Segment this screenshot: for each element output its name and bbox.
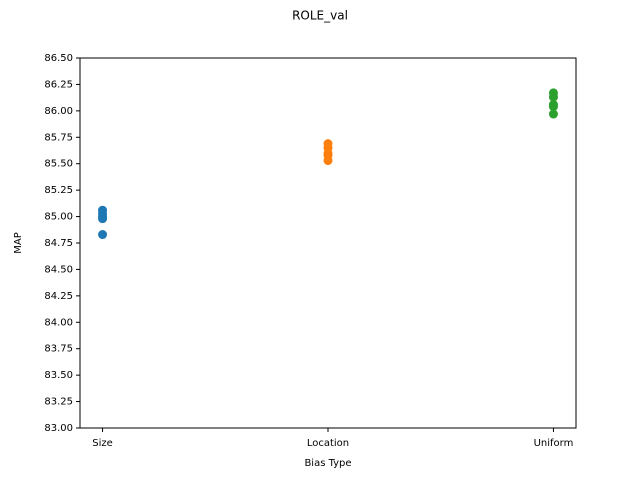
x-axis-label: Bias Type — [304, 458, 351, 469]
point — [98, 230, 108, 240]
y-tick-label: 86.00 — [44, 106, 73, 117]
y-tick-label: 85.50 — [44, 159, 73, 170]
y-tick-label: 84.00 — [44, 317, 73, 328]
y-tick-label: 85.25 — [44, 185, 73, 196]
x-tick-label: Location — [307, 438, 349, 449]
y-tick-label: 85.00 — [44, 212, 73, 223]
y-tick-label: 83.75 — [44, 344, 73, 355]
y-axis-label: MAP — [13, 232, 24, 254]
axes-frame — [79, 57, 577, 429]
point — [323, 156, 333, 166]
y-tick-label: 86.50 — [44, 53, 73, 64]
y-tick-label: 84.50 — [44, 264, 73, 275]
y-tick-label: 85.75 — [44, 132, 73, 143]
y-tick-label: 83.25 — [44, 397, 73, 408]
y-tick-label: 86.25 — [44, 79, 73, 90]
point — [548, 92, 558, 102]
point — [548, 109, 558, 119]
point — [98, 214, 108, 224]
chart-title: ROLE_val — [292, 9, 348, 23]
y-tick-label: 84.75 — [44, 238, 73, 249]
y-tick-label: 84.25 — [44, 291, 73, 302]
x-tick-label: Size — [92, 438, 113, 449]
x-tick-label: Uniform — [534, 438, 574, 449]
point — [548, 102, 558, 112]
y-tick-label: 83.00 — [44, 423, 73, 434]
y-tick-label: 83.50 — [44, 370, 73, 381]
